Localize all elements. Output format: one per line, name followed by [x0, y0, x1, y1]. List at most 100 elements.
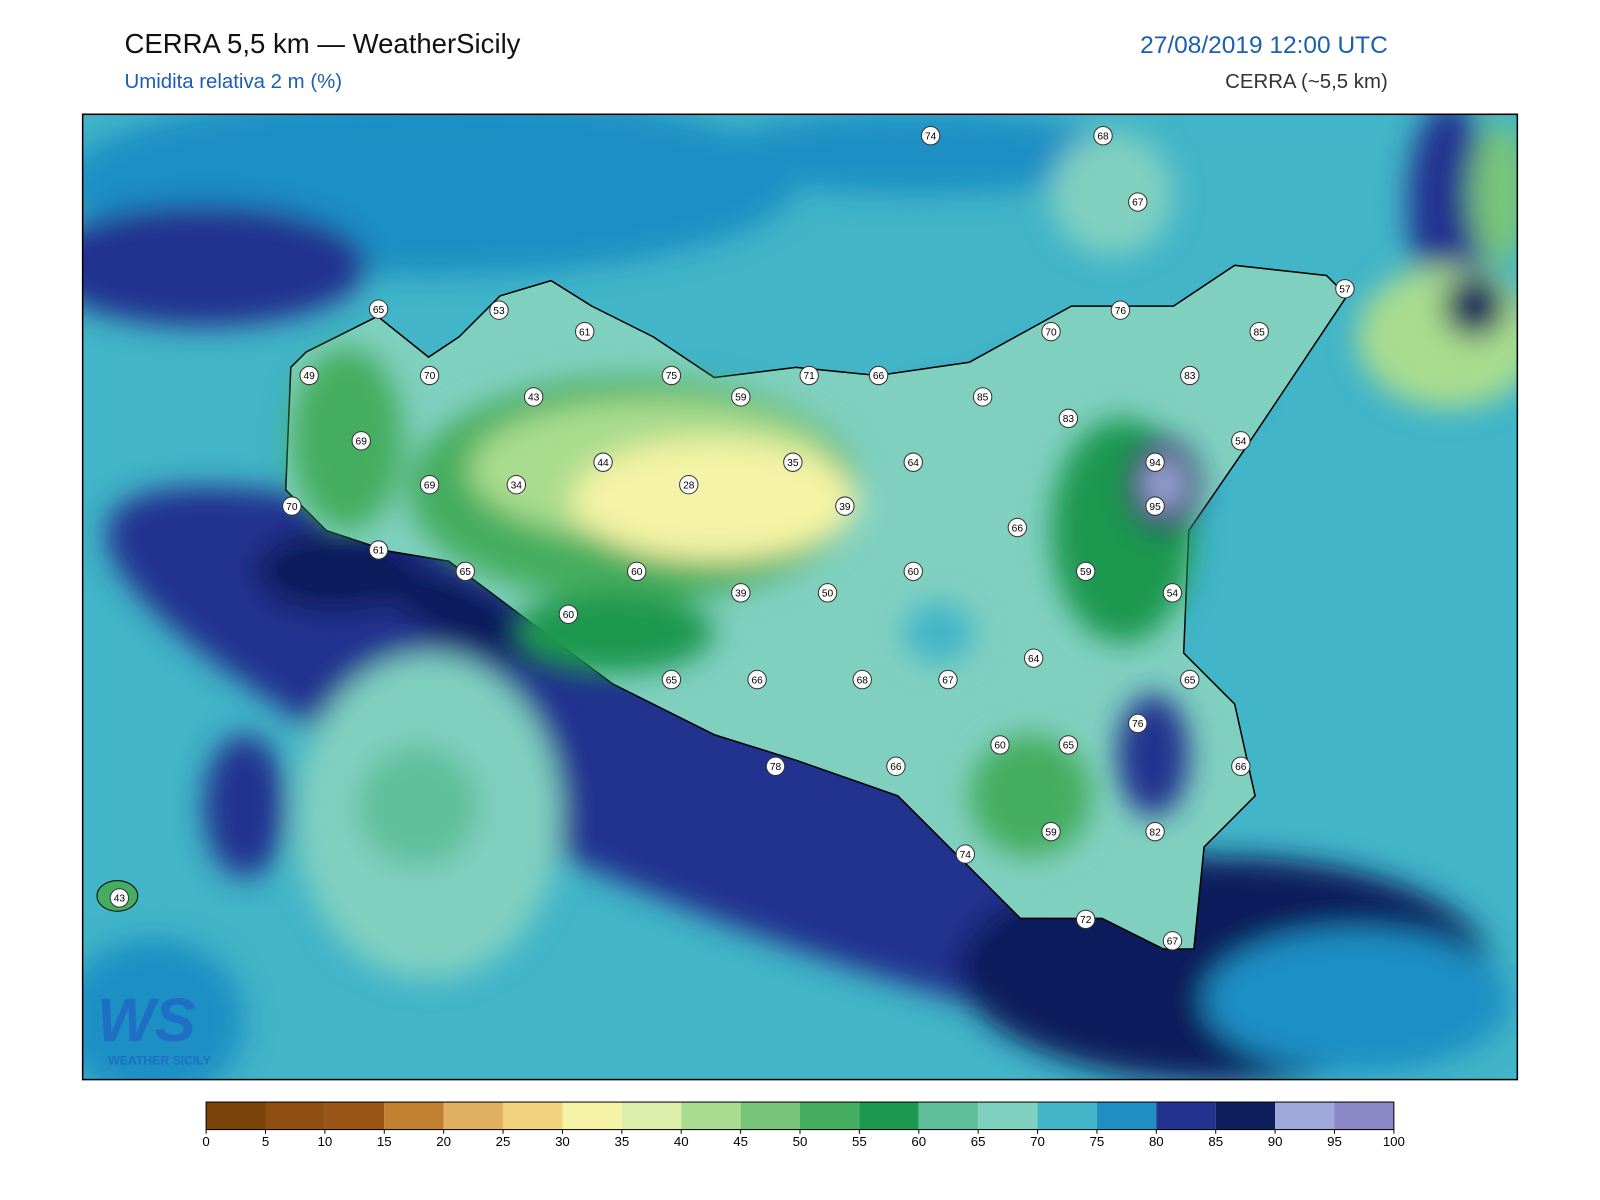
logo-mark: WS	[97, 986, 196, 1054]
colorbar-cell	[1037, 1102, 1097, 1130]
colorbar: 0 5 10 15 20 25 30 35 40 45 50 55 60 65 70 75 80 85 90 95 10…	[202, 1101, 1405, 1149]
colorbar-cell	[918, 1102, 979, 1130]
station-marker	[109, 888, 130, 908]
station-marker	[575, 321, 595, 342]
station-value: 57	[1339, 284, 1351, 295]
station: 94	[1145, 452, 1165, 472]
station-value: 67	[1167, 937, 1179, 948]
station-marker	[1023, 648, 1044, 668]
station-value: 65	[460, 567, 472, 578]
station-value: 78	[770, 762, 782, 773]
colorbar-tick-label: 100	[1383, 1134, 1405, 1149]
station-value: 83	[1184, 371, 1196, 382]
colorbar-tick-label: 60	[911, 1134, 926, 1149]
station-marker	[1041, 321, 1061, 342]
station-marker	[886, 756, 906, 777]
station-marker	[1128, 713, 1148, 734]
station: 60	[627, 561, 647, 582]
station: 65	[455, 561, 475, 582]
station: 64	[1023, 648, 1044, 668]
station-value: 39	[735, 589, 747, 600]
station: 69	[419, 475, 440, 495]
colorbar-tick-label: 10	[318, 1134, 333, 1149]
station-value: 66	[873, 371, 885, 382]
station: 71	[799, 365, 819, 386]
station: 57	[1335, 279, 1355, 299]
colorbar-tick-label: 65	[971, 1134, 986, 1149]
station: 85	[972, 387, 993, 407]
station: 34	[506, 475, 527, 495]
colorbar-cell	[324, 1102, 385, 1130]
colorbar-cell	[859, 1102, 919, 1130]
colorbar-tick-label: 55	[852, 1134, 867, 1149]
station: 54	[1231, 431, 1251, 451]
station-marker	[955, 844, 975, 864]
colorbar-cell	[384, 1102, 444, 1130]
station: 65	[661, 669, 682, 690]
colorbar-tick-label: 95	[1327, 1134, 1342, 1149]
colorbar-tick-label: 30	[555, 1134, 570, 1149]
station-marker	[1076, 561, 1096, 582]
station: 66	[868, 365, 889, 386]
station: 68	[852, 669, 872, 690]
station-value: 76	[1115, 306, 1127, 317]
colorbar-tick-label: 15	[377, 1134, 392, 1149]
station-marker	[990, 735, 1010, 755]
colorbar-tick-label: 5	[262, 1134, 269, 1149]
station-marker	[835, 496, 855, 516]
station-marker	[368, 540, 389, 560]
station-value: 82	[1149, 827, 1161, 838]
colorbar-cell	[503, 1102, 563, 1130]
station: 83	[1180, 365, 1200, 386]
station-marker	[1076, 909, 1096, 930]
station-marker	[1041, 821, 1061, 842]
station-value: 65	[1184, 675, 1196, 686]
colorbar-tick-label: 35	[614, 1134, 629, 1149]
colorbar-cell	[1156, 1102, 1216, 1130]
station: 59	[1041, 821, 1061, 842]
station-value: 43	[114, 894, 126, 905]
colorbar-tick-label: 85	[1208, 1134, 1223, 1149]
station-marker	[938, 669, 958, 690]
station-marker	[852, 669, 872, 690]
station: 66	[747, 669, 767, 690]
station: 39	[835, 496, 855, 516]
station-value: 50	[822, 589, 834, 600]
model: CERRA (~5,5 km)	[1225, 71, 1388, 93]
colorbar-tick-label: 70	[1030, 1134, 1045, 1149]
station: 43	[523, 387, 544, 407]
station-marker	[1162, 583, 1183, 603]
colorbar-tick-label: 20	[436, 1134, 451, 1149]
colorbar-tick-label: 45	[733, 1134, 748, 1149]
colorbar-cell	[1334, 1102, 1394, 1130]
colorbar-cell	[800, 1102, 860, 1130]
station-value: 65	[1063, 741, 1075, 752]
datetime: 27/08/2019 12:00 UTC	[1140, 32, 1388, 59]
station-marker	[419, 365, 440, 386]
station: 74	[920, 126, 941, 146]
station-marker	[419, 475, 440, 495]
station-marker	[1058, 735, 1079, 755]
station-value: 70	[1045, 327, 1057, 338]
station-value: 74	[960, 850, 972, 861]
station: 72	[1076, 909, 1096, 930]
station-marker	[1110, 300, 1131, 320]
station-marker	[455, 561, 475, 582]
colorbar-cell	[681, 1102, 741, 1130]
station-value: 54	[1235, 437, 1247, 448]
station-marker	[868, 365, 889, 386]
station-marker	[1162, 931, 1183, 951]
station-value: 69	[356, 437, 368, 448]
station-value: 70	[424, 371, 436, 382]
station-value: 72	[1080, 915, 1092, 926]
station: 75	[661, 365, 682, 386]
station: 85	[1249, 321, 1269, 342]
station: 43	[109, 888, 130, 908]
station-marker	[903, 561, 923, 582]
station-marker	[1145, 496, 1165, 516]
station-marker	[1128, 192, 1148, 212]
station-marker	[1058, 408, 1079, 429]
colorbar-cell	[621, 1102, 682, 1130]
station-value: 85	[977, 393, 989, 404]
